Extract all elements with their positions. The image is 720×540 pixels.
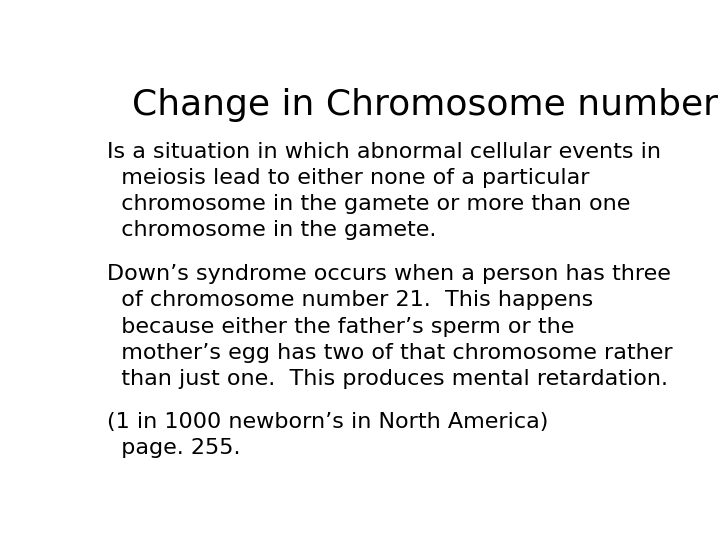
Text: Down’s syndrome occurs when a person has three
  of chromosome number 21.  This : Down’s syndrome occurs when a person has… — [107, 265, 672, 389]
Text: Change in Chromosome number: Change in Chromosome number — [132, 87, 718, 122]
Text: Is a situation in which abnormal cellular events in
  meiosis lead to either non: Is a situation in which abnormal cellula… — [107, 141, 661, 240]
Text: (1 in 1000 newborn’s in North America)
  page. 255.: (1 in 1000 newborn’s in North America) p… — [107, 412, 548, 458]
